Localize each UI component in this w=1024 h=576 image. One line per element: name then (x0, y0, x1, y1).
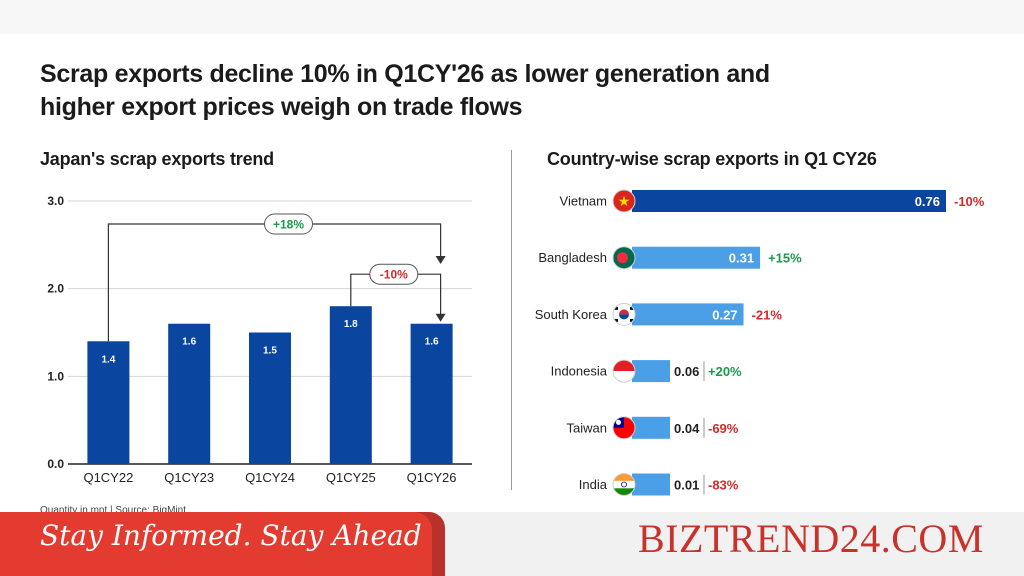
tagline: Stay Informed. Stay Ahead (40, 519, 422, 552)
flag-border (612, 416, 636, 440)
y-tick-label: 0.0 (47, 457, 64, 471)
country-row: Indonesia 0.06 +20% (551, 359, 742, 383)
south-korea-flag-icon (613, 303, 635, 326)
bar-value-label: 1.8 (344, 319, 358, 330)
flag-border (612, 473, 636, 496)
annotation-pill (369, 263, 419, 285)
exports-trend-chart: 0.0 1.0 2.0 3.0 1.4 Q1CY22 1.6 Q1CY23 1.5 Q1CY24 1… (47, 194, 472, 485)
x-tick-label: Q1CY24 (245, 470, 295, 485)
bar-value-label: 1.6 (425, 337, 439, 348)
flag-border (612, 246, 636, 270)
taiwan-flag-icon (613, 416, 635, 439)
brand-logo[interactable]: BIZTREND24.COM (638, 516, 984, 561)
indonesia-flag-icon (613, 360, 635, 383)
bar (632, 416, 670, 439)
bar (632, 303, 744, 326)
annotation-label: +18% (273, 218, 304, 232)
bar-value-label: 1.6 (182, 337, 196, 348)
footnote: Quantity in mnt | Source: BigMint (40, 505, 186, 516)
bar-value-label: 0.01 (674, 478, 699, 493)
change-label: -10% (954, 194, 985, 209)
tagline-bar (0, 512, 432, 576)
bar-value-label: 0.76 (915, 194, 940, 209)
vietnam-flag-icon: ★ (613, 190, 635, 212)
bangladesh-flag-icon (613, 246, 635, 269)
bar (168, 323, 211, 464)
bar (632, 360, 670, 383)
bar (249, 332, 291, 464)
change-label: -83% (708, 478, 739, 493)
bar-value-label: 0.27 (712, 307, 737, 322)
country-row: South Korea 0.27 -21% (535, 302, 783, 326)
country-exports-chart: Vietnam ★ 0.76 -10% Bangladesh 0.31 +15% South … (535, 189, 985, 496)
left-chart-title: Japan's scrap exports trend (40, 149, 274, 169)
country-row: Taiwan 0.04 -69% (567, 416, 739, 440)
country-row: Vietnam ★ 0.76 -10% (560, 189, 985, 213)
y-tick-label: 1.0 (47, 369, 64, 383)
country-label: Vietnam (560, 194, 607, 209)
country-row: India 0.01 -83% (579, 473, 739, 496)
annotation-arrowhead (435, 256, 446, 264)
change-label: +20% (708, 364, 742, 379)
country-label: Indonesia (551, 364, 608, 379)
svg-text:★: ★ (618, 193, 631, 209)
annotation-pill (264, 213, 313, 235)
x-tick-label: Q1CY25 (326, 470, 376, 485)
country-label: Taiwan (567, 420, 607, 435)
country-label: India (579, 477, 608, 492)
bar (329, 306, 372, 464)
y-tick-label: 2.0 (47, 282, 64, 296)
change-label: -69% (708, 421, 739, 436)
india-flag-icon (613, 473, 635, 496)
right-chart-title: Country-wise scrap exports in Q1 CY26 (547, 149, 877, 169)
country-row: Bangladesh 0.31 +15% (538, 246, 802, 270)
country-label: Bangladesh (538, 250, 607, 265)
bar-value-label: 1.4 (101, 354, 115, 365)
x-tick-label: Q1CY23 (164, 470, 214, 485)
annotation-label: -10% (380, 268, 408, 282)
bar (632, 246, 761, 269)
bar-value-label: 1.5 (263, 346, 277, 357)
headline: Scrap exports decline 10% in Q1CY'26 as … (40, 60, 770, 121)
flag-border (612, 189, 636, 213)
change-label: -21% (752, 307, 783, 322)
bar-value-label: 0.04 (674, 421, 700, 436)
annotation-arrowhead (435, 313, 446, 322)
top-strip (0, 0, 1024, 34)
y-tick-label: 3.0 (47, 194, 64, 208)
flag-border (612, 359, 636, 383)
bar (87, 341, 130, 464)
change-label: +15% (768, 251, 802, 266)
country-label: South Korea (535, 307, 608, 322)
bar (632, 473, 670, 496)
bar-value-label: 0.06 (674, 364, 699, 379)
x-tick-label: Q1CY22 (83, 470, 133, 485)
bar-value-label: 0.31 (729, 251, 754, 266)
panel-divider (511, 150, 512, 490)
x-tick-label: Q1CY26 (407, 470, 457, 485)
flag-border (612, 302, 636, 326)
bar (632, 190, 946, 212)
bar (410, 323, 453, 464)
